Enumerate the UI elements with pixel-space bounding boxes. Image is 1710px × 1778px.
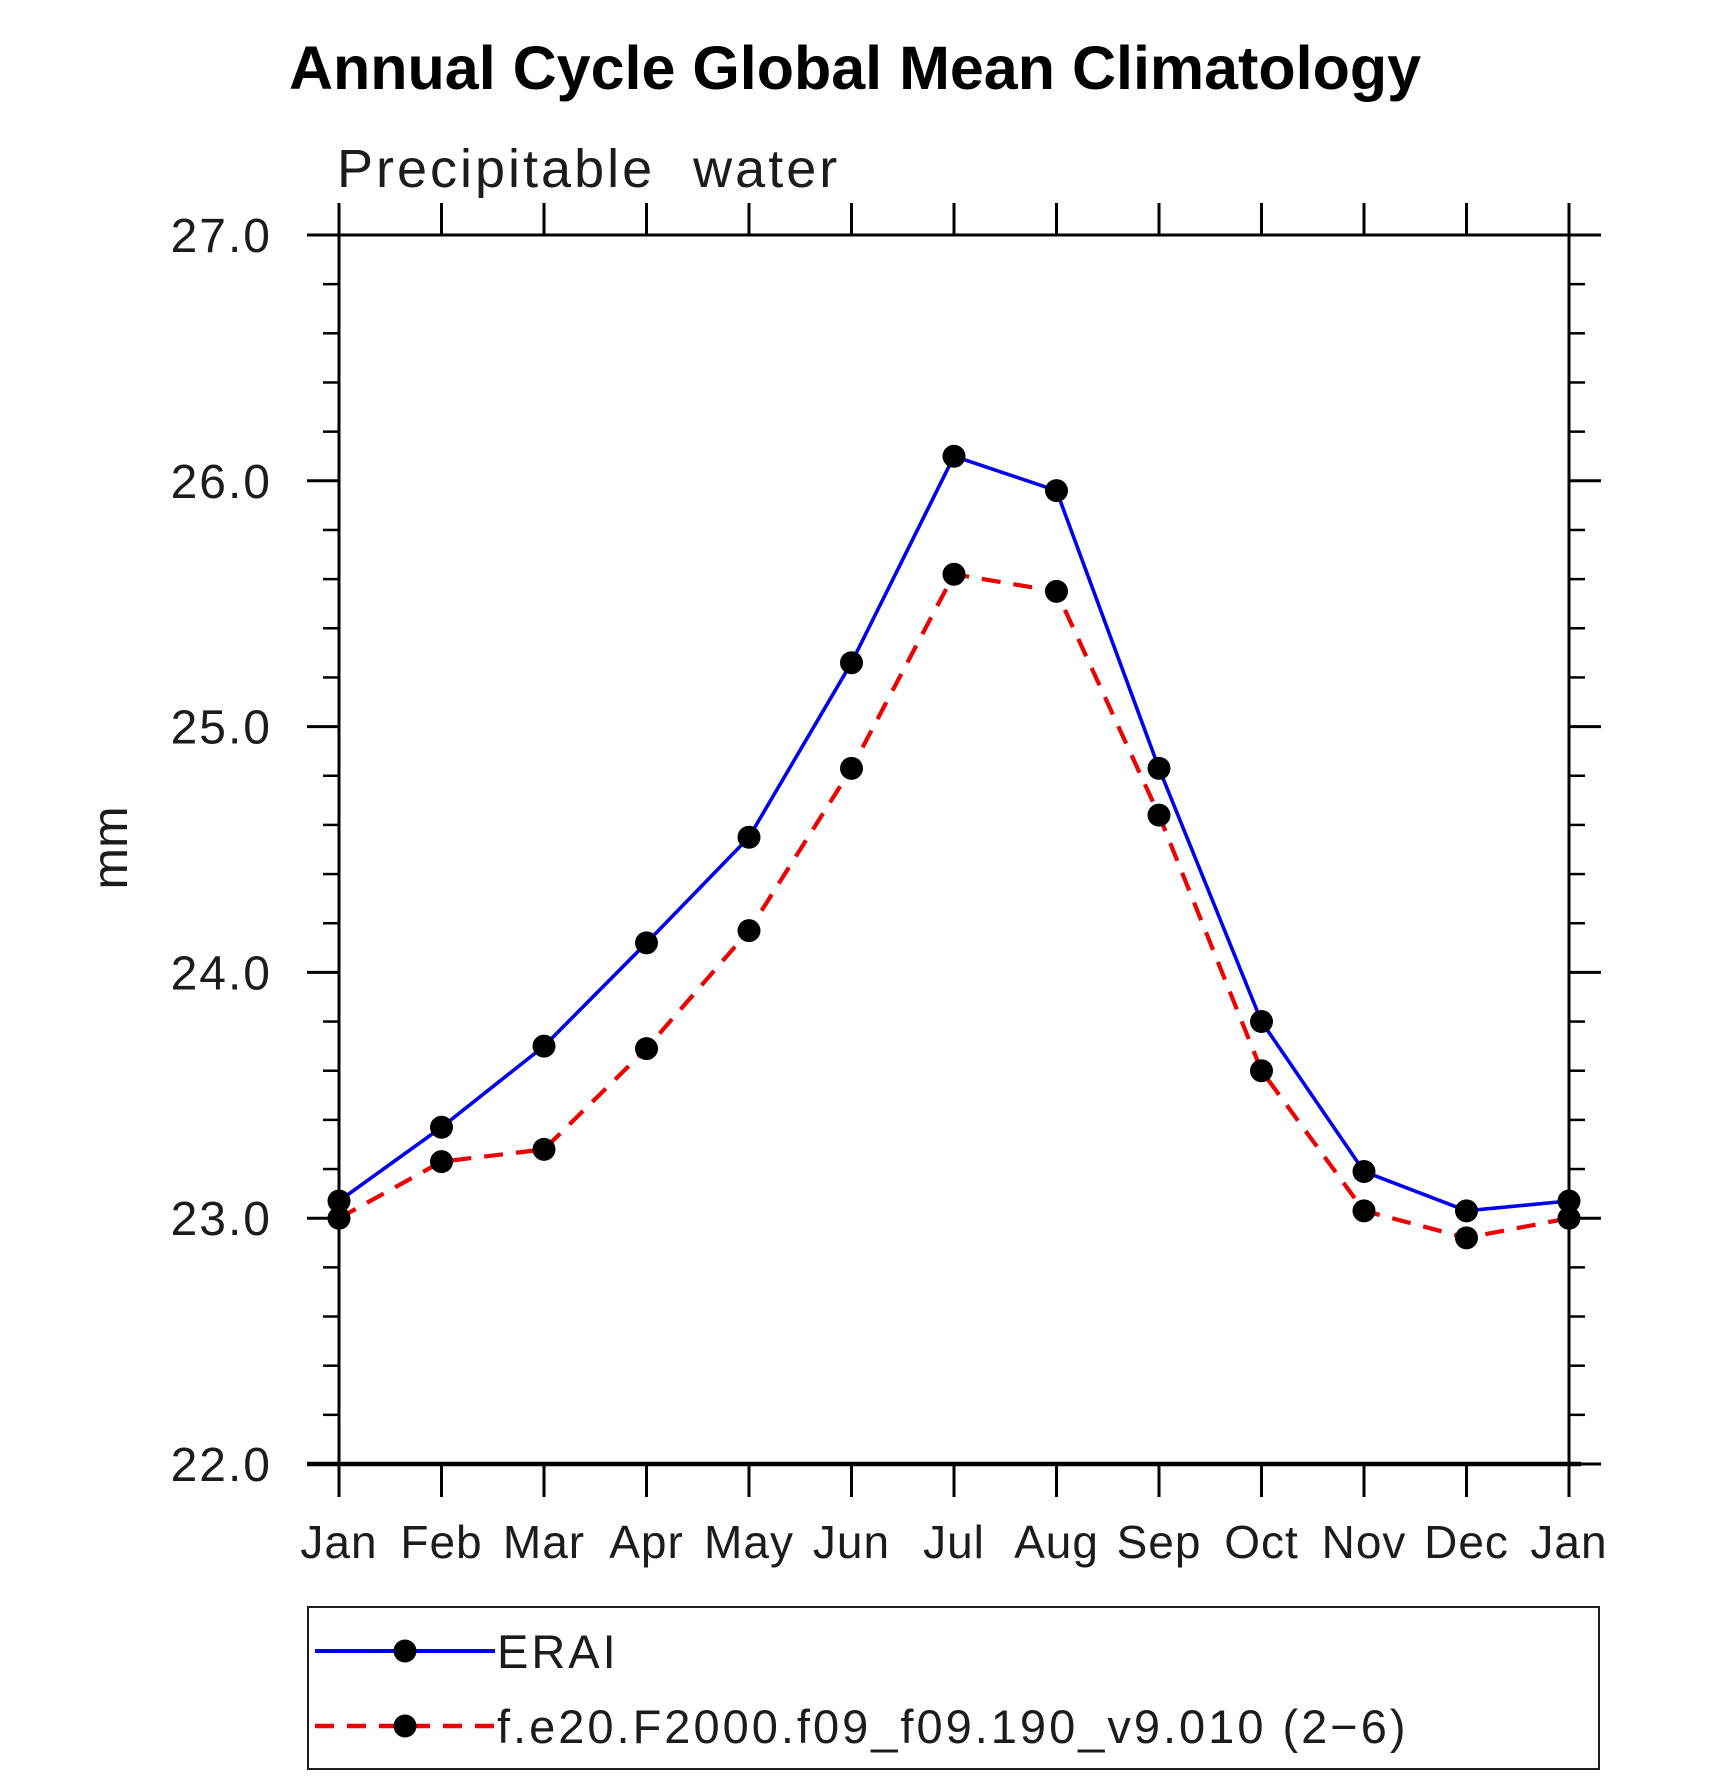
data-point-marker <box>430 1115 453 1139</box>
data-point-marker <box>1250 1010 1273 1034</box>
data-point-marker <box>1352 1199 1376 1223</box>
data-point-marker <box>737 825 761 849</box>
x-tick-label: Apr <box>609 1516 684 1568</box>
x-tick-label: Oct <box>1224 1516 1299 1568</box>
data-point-marker <box>1045 479 1068 503</box>
x-tick-label: Sep <box>1117 1516 1202 1568</box>
data-point-marker <box>635 931 658 955</box>
x-tick-label: Feb <box>400 1516 482 1568</box>
y-tick-label: 23.0 <box>171 1193 272 1246</box>
data-point-marker <box>1250 1059 1273 1083</box>
x-tick-label: Mar <box>503 1516 585 1568</box>
y-tick-label: 22.0 <box>171 1439 272 1492</box>
x-tick-label: Jan <box>300 1516 377 1568</box>
data-point-marker <box>737 919 761 943</box>
series-line-1 <box>337 571 1570 1241</box>
legend-item-erai: ERAI <box>313 1621 619 1681</box>
y-tick-label: 27.0 <box>171 210 272 263</box>
legend-swatch-dashed-line <box>315 1714 495 1738</box>
x-tick-label: Aug <box>1014 1516 1099 1568</box>
legend-swatch-solid-line <box>315 1639 495 1663</box>
data-point-marker <box>430 1150 453 1174</box>
data-point-marker <box>840 756 863 780</box>
x-tick-label: Jun <box>813 1516 890 1568</box>
legend-item-model: f.e20.F2000.f09_f09.190_v9.010 (2−6) <box>313 1696 1409 1756</box>
plot-subtitle: Precipitable water <box>337 139 841 199</box>
y-tick-label: 24.0 <box>171 947 272 1000</box>
data-point-marker <box>327 1189 351 1213</box>
y-tick-label: 25.0 <box>171 702 272 755</box>
legend-label-model: f.e20.F2000.f09_f09.190_v9.010 (2−6) <box>497 1699 1409 1753</box>
data-point-marker <box>532 1034 556 1058</box>
legend-label-erai: ERAI <box>497 1624 619 1678</box>
legend-box: ERAI f.e20.F2000.f09_f09.190_v9.010 (2−6… <box>307 1606 1600 1770</box>
data-point-marker <box>942 562 966 586</box>
data-point-marker <box>1352 1159 1376 1183</box>
data-point-marker <box>1557 1206 1581 1230</box>
plot-title: Annual Cycle Global Mean Climatology <box>288 34 1422 102</box>
data-point-marker <box>1557 1189 1581 1213</box>
x-tick-label: Dec <box>1424 1516 1509 1568</box>
data-point-marker <box>1147 756 1171 780</box>
x-tick-label: Jan <box>1530 1516 1607 1568</box>
x-tick-label: Jul <box>923 1516 985 1568</box>
data-point-marker <box>1147 803 1171 827</box>
data-point-marker <box>1455 1199 1478 1223</box>
data-point-marker <box>635 1037 658 1061</box>
data-point-marker <box>1045 579 1068 603</box>
data-point-marker <box>327 1206 351 1230</box>
y-tick-label: 26.0 <box>171 456 272 509</box>
x-tick-label: Nov <box>1322 1516 1407 1568</box>
data-point-marker <box>532 1137 556 1161</box>
data-point-marker <box>1455 1226 1478 1250</box>
data-point-marker <box>840 651 863 675</box>
data-point-marker <box>942 444 966 468</box>
x-tick-label: May <box>704 1516 794 1568</box>
